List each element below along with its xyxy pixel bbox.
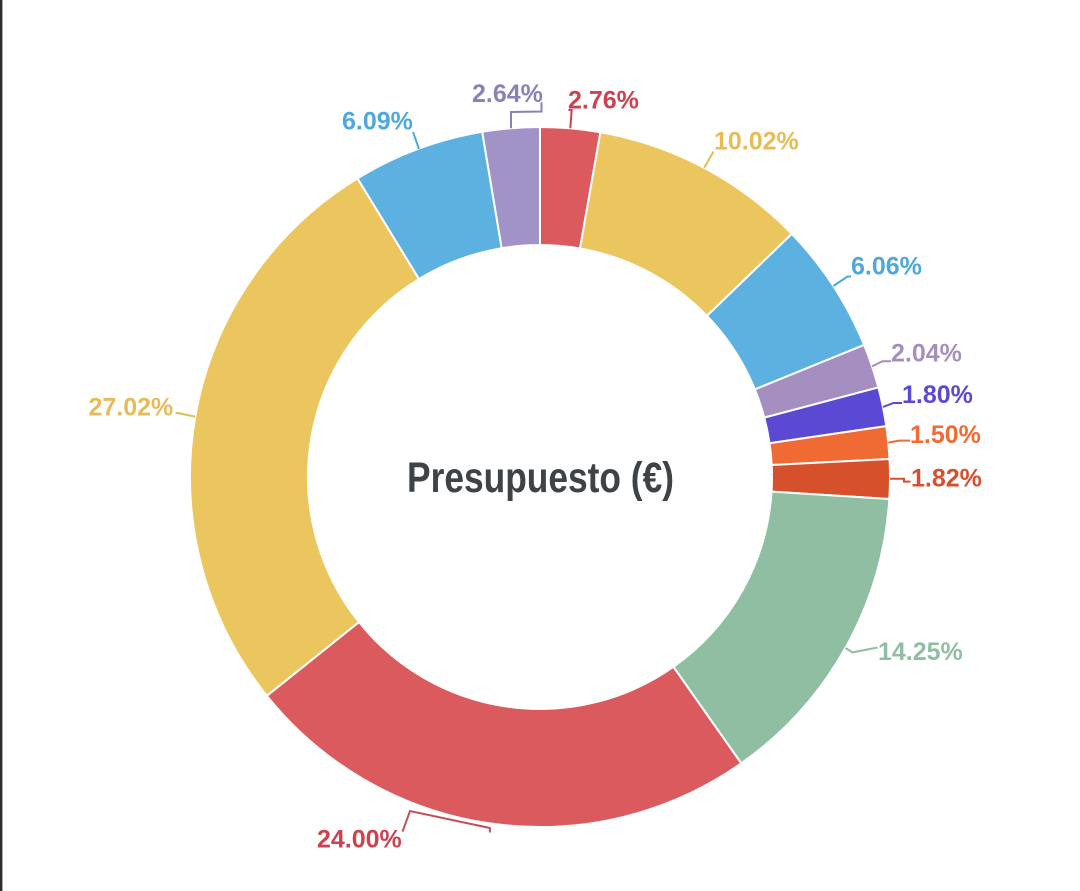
svg-text:1.50%: 1.50% <box>910 421 981 449</box>
svg-text:2.76%: 2.76% <box>568 87 639 115</box>
svg-text:2.64%: 2.64% <box>472 80 543 108</box>
svg-text:14.25%: 14.25% <box>878 638 963 666</box>
svg-text:1.82%: 1.82% <box>911 465 982 493</box>
svg-text:6.09%: 6.09% <box>342 108 413 136</box>
svg-text:1.80%: 1.80% <box>902 381 973 409</box>
svg-text:10.02%: 10.02% <box>714 128 799 156</box>
svg-text:24.00%: 24.00% <box>317 826 402 854</box>
svg-text:27.02%: 27.02% <box>89 394 174 422</box>
svg-text:6.06%: 6.06% <box>851 253 922 281</box>
svg-text:2.04%: 2.04% <box>891 340 962 368</box>
svg-text:Presupuesto (€): Presupuesto (€) <box>407 454 674 502</box>
